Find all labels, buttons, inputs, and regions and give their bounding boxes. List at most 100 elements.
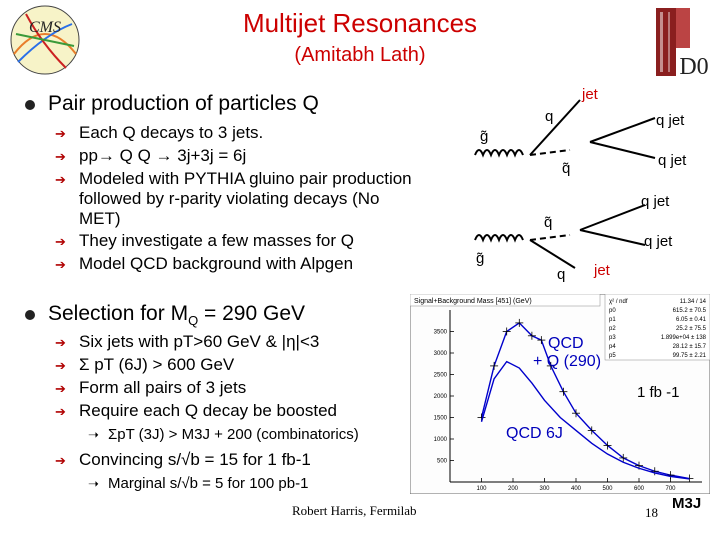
q-jet-line-1 [589,117,656,143]
label-jet-bottom: jet [594,262,610,279]
stats-key: p1 [609,317,616,323]
q-line-bottom [529,239,576,269]
selection-main: Selection for M [48,302,189,325]
y-tick-label: 1000 [434,437,448,443]
squark-line-top [529,149,571,156]
stats-key: p5 [609,353,616,359]
selection-sub: Q [188,313,199,329]
page-number: 18 [645,505,658,520]
y-tick-label: 500 [437,459,448,465]
y-tick-label: 3500 [434,330,448,336]
chart-title: Signal+Background Mass [451] (GeV) [414,298,532,305]
stats-key: p3 [609,335,616,341]
bullet-selection: Selection for MQ = 290 GeV [48,302,305,328]
legend-signal-line1: QCD [548,335,584,352]
stats-value: 11.34 / 14 [680,299,707,305]
sub-pp: pp→ Q Q → 3j+3j = 6j [79,146,247,165]
bullet-dot-1 [25,100,35,110]
d0-logo-text: D0 [679,54,708,80]
stats-value: 25.2 ± 75.5 [676,326,707,332]
arrow-icon: ➔ [55,358,66,373]
arrow-icon: ➔ [55,234,66,249]
chart-axes: 500 1000 1500 2000 2500 3000 3500 100 200 300 400 5… [434,310,702,492]
subsub-combinatorics: ΣpT (3J) > M3J + 200 (combinatorics) [108,426,359,443]
arrow-icon: ➔ [55,149,66,164]
stats-value: 615.2 ± 70.5 [673,308,707,314]
series-line-signal [480,321,690,480]
stats-box [604,294,710,361]
x-tick-label: 200 [508,486,519,492]
label-jet-top: jet [582,86,598,103]
d0-logo: D0 [646,4,712,80]
x-tick-label: 500 [602,486,613,492]
arrow-icon: ➔ [55,453,66,468]
q-jet-line-4 [579,229,646,246]
cms-logo: CMS [6,4,84,76]
x-tick-label: 400 [571,486,582,492]
sub-decays: Each Q decays to 3 jets. [79,123,264,142]
mass-chart: Signal+Background Mass [451] (GeV) χ² / … [410,294,710,494]
small-arrow-icon: ➝ [88,476,99,491]
legend-signal-line2: + Q (290) [533,353,602,370]
sub-pythia: Modeled with PYTHIA gluino pair producti… [79,169,412,228]
stats-key: p0 [609,308,616,314]
q-jet-line-2 [589,141,656,159]
squark-line-bottom [529,234,571,241]
arrow-icon: ➔ [55,335,66,350]
label-squark-1: q̃ [562,160,571,177]
stats-value: 6.05 ± 0.41 [676,317,707,323]
x-axis-label-text: M3J [672,495,702,512]
label-q-top: q [545,108,554,125]
stats-rows: χ² / ndf 11.34 / 14 p0 615.2 ± 70.5 p1 6.05 ±… [609,299,707,359]
sub-six-jets: Six jets with pT>60 GeV & |η|<3 [79,332,320,351]
sub-alpgen: Model QCD background with Alpgen [79,254,354,273]
series-line-background [480,360,690,480]
cms-logo-text: CMS [29,19,61,36]
arrow-icon: ➔ [55,126,66,141]
y-tick-label: 3000 [434,351,448,357]
bullet-dot-2 [25,310,35,320]
label-q-jet-4: q jet [644,233,673,250]
subsub-marginal: Marginal s/√b = 5 for 100 pb-1 [108,475,309,492]
page-subtitle: (Amitabh Lath) [294,44,426,66]
stats-key: p4 [609,344,616,350]
sub-boosted: Require each Q decay be boosted [79,401,338,420]
stats-value: 28.12 ± 15.7 [673,344,707,350]
label-squark-2: q̃ [544,214,553,231]
stats-value: 1.899e+04 ± 138 [661,335,707,341]
arrow-icon: ➔ [55,381,66,396]
arrow-icon: ➔ [55,257,66,272]
x-tick-label: 100 [476,486,487,492]
y-tick-label: 1500 [434,416,448,422]
selection-rest: = 290 GeV [198,302,306,325]
sub-masses: They investigate a few masses for Q [79,231,354,250]
label-q-jet-1: q jet [656,112,685,129]
chart-title-bar [410,294,601,307]
stats-value: 99.75 ± 2.21 [673,353,707,359]
y-tick-label: 2000 [434,394,448,400]
gluon-line-top [474,149,524,158]
decay-diagram [474,99,656,269]
label-q-bottom: q [557,266,566,283]
q-jet-line-3 [579,204,646,231]
chart-series [477,318,694,483]
label-gluino-2: g̃ [476,250,485,267]
label-gluino-1: g̃ [480,128,489,145]
x-tick-label: 700 [665,486,676,492]
stats-key: χ² / ndf [609,299,628,305]
sub-pairs: Form all pairs of 3 jets [79,378,247,397]
x-axis-label: M3J [672,495,701,512]
sub-convincing: Convincing s/√b = 15 for 1 fb-1 [79,450,311,469]
bullet-pair-production: Pair production of particles Q [48,92,319,115]
label-q-jet-2: q jet [658,152,687,169]
legend-background: QCD 6J [506,425,563,442]
stats-key: p2 [609,326,616,332]
gluon-line-bottom [474,234,524,243]
arrow-icon: ➔ [55,172,66,187]
x-tick-label: 300 [539,486,550,492]
lumi-label: 1 fb -1 [637,384,680,401]
q-line-top [529,99,581,156]
small-arrow-icon: ➝ [88,427,99,442]
sub-sum-pt: Σ pT (6J) > 600 GeV [79,355,235,374]
arrow-icon: ➔ [55,404,66,419]
